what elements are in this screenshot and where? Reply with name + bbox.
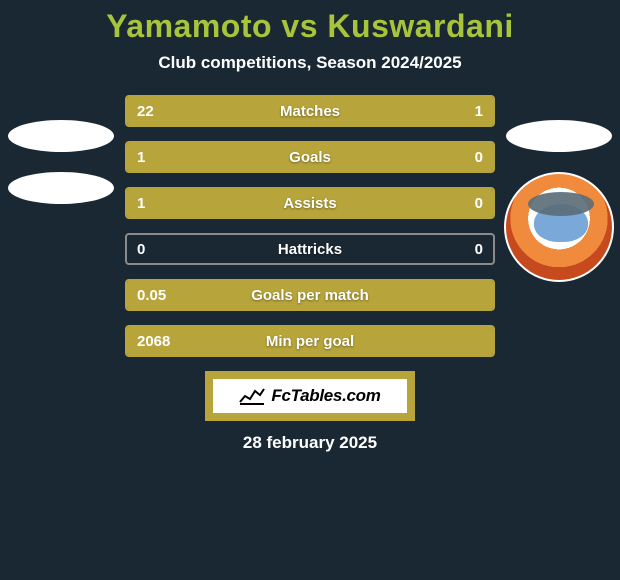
player-left-avatar <box>8 120 114 152</box>
player-right-avatar <box>506 120 612 152</box>
stat-label: Hattricks <box>127 241 493 258</box>
club-left-badge <box>8 172 114 204</box>
subtitle: Club competitions, Season 2024/2025 <box>0 53 620 73</box>
brand-badge: FcTables.com <box>205 371 415 421</box>
stat-row: 2068Min per goal <box>125 325 495 357</box>
player-right-column <box>504 120 614 282</box>
club-right-badge <box>504 172 614 282</box>
brand-icon <box>239 387 265 405</box>
stat-label: Goals <box>127 149 493 166</box>
page-title: Yamamoto vs Kuswardani <box>0 8 620 45</box>
comparison-bars: 221Matches 10Goals 10Assists 00Hattricks 0.0… <box>125 95 495 357</box>
stat-row: 10Goals <box>125 141 495 173</box>
stat-row: 00Hattricks <box>125 233 495 265</box>
stat-label: Goals per match <box>127 287 493 304</box>
player-left-column <box>6 120 116 204</box>
stat-row: 10Assists <box>125 187 495 219</box>
date-text: 28 february 2025 <box>0 433 620 453</box>
stat-label: Assists <box>127 195 493 212</box>
stat-label: Matches <box>127 103 493 120</box>
stat-label: Min per goal <box>127 333 493 350</box>
stat-row: 221Matches <box>125 95 495 127</box>
brand-text: FcTables.com <box>271 386 380 406</box>
stat-row: 0.05Goals per match <box>125 279 495 311</box>
